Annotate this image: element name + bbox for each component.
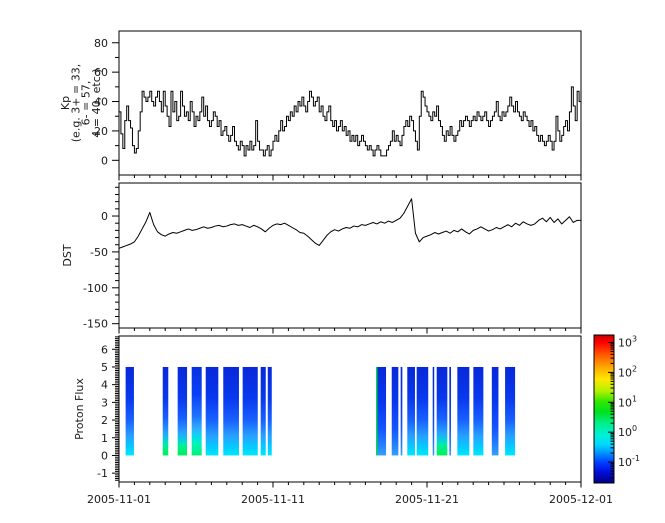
colorbar-ticks	[608, 341, 614, 479]
proton-flux-bar	[376, 366, 387, 456]
colorbar-tick-label-exponent: -1	[632, 454, 640, 463]
proton-flux-bar	[191, 366, 202, 456]
proton-flux-bar	[125, 366, 134, 456]
proton-flux-bar	[457, 366, 470, 456]
kp-axis-label-line: Kp	[59, 96, 72, 110]
proton_flux-y-tick-label: 5	[101, 361, 108, 374]
kp-y-tick-label: 40	[94, 96, 108, 109]
proton-flux-bar	[491, 366, 499, 456]
proton-flux-bar	[449, 366, 452, 456]
colorbar-tick-label-base: 10	[618, 336, 632, 349]
proton-flux-bar	[436, 366, 448, 456]
kp-series-line	[119, 86, 581, 157]
x-tick-label: 2005-11-21	[395, 493, 459, 506]
proton-flux-bar	[416, 366, 429, 456]
proton-flux-bar	[267, 366, 272, 456]
colorbar-tick-label: 10-1	[618, 454, 640, 469]
proton-flux-bar	[223, 366, 239, 456]
dst-y-ticks	[112, 186, 119, 325]
dst-frame	[118, 182, 582, 329]
proton-flux-bar	[407, 366, 415, 456]
proton_flux-y-tick-label: 4	[101, 379, 108, 392]
proton-flux-bar	[162, 366, 169, 456]
proton_flux-y-tick-label: 1	[101, 432, 108, 445]
dst-y-tick-label: 0	[101, 210, 108, 223]
colorbar-tick-label-exponent: 0	[632, 424, 637, 433]
proton-flux-bar-green-edge	[376, 366, 378, 456]
dst-panel: 0 -50 -100 -150 DST	[61, 182, 582, 334]
colorbar-tick-label-base: 10	[618, 456, 632, 469]
colorbar-tick-label: 101	[618, 394, 637, 409]
x-tick-label: 2005-11-11	[241, 493, 305, 506]
kp-y-tick-label: 0	[101, 154, 108, 167]
dst-axis-label: DST	[61, 244, 74, 266]
colorbar-tick-label-base: 10	[618, 396, 632, 409]
proton_flux-y-ticks	[112, 336, 119, 481]
colorbar-tick-label: 100	[618, 424, 637, 439]
proton-flux-bar	[432, 366, 435, 456]
kp-y-tick-label: 20	[94, 125, 108, 138]
colorbar-tick-label: 103	[618, 334, 637, 349]
kp-y-ticks	[112, 42, 119, 161]
proton-flux-bar	[473, 366, 484, 456]
kp-axis-label-line: 6- = 57,	[80, 81, 93, 126]
x-tick-label: 2005-11-01	[87, 493, 151, 506]
proton_flux-y-tick-label: 2	[101, 414, 108, 427]
kp-axis-label-line: (e.g. 3+ = 33,	[69, 64, 82, 142]
proton_flux-axis-label: Proton Flux	[73, 378, 86, 440]
colorbar-tick-label-base: 10	[618, 426, 632, 439]
x-tick-label: 2005-12-01	[549, 493, 613, 506]
proton_flux-panel: -1 0 1 2 3 4 5 6 Proton Flux	[73, 335, 582, 488]
dst-y-tick-label: -50	[90, 246, 108, 259]
proton-flux-bar	[505, 366, 516, 456]
proton_flux-y-tick-label: 3	[101, 396, 108, 409]
colorbar-tick-label-base: 10	[618, 366, 632, 379]
x-tick-labels: 2005-11-01 2005-11-11 2005-11-21 2005-12-01	[87, 493, 613, 506]
colorbar-tick-label-exponent: 3	[632, 334, 637, 343]
colorbar-tick-label-exponent: 1	[632, 394, 637, 403]
proton-flux-bar	[400, 366, 403, 456]
proton-flux-bar	[177, 366, 188, 456]
proton_flux-y-tick-label: -1	[97, 467, 108, 480]
kp-frame	[118, 30, 582, 176]
dst-y-tick-label: -100	[83, 282, 108, 295]
proton_flux-y-tick-label: 0	[101, 449, 108, 462]
proton_flux-y-tick-label: 6	[101, 343, 108, 356]
proton-flux-bar	[242, 366, 258, 456]
kp-panel: 0 20 40 60 80 Kp(e.g. 3+ = 33,6- = 57,4 = 40,…	[59, 30, 582, 181]
kp-y-tick-label: 80	[94, 37, 108, 50]
kp-x-ticks	[118, 175, 582, 181]
kp-axis-label-line: 4 = 40, etc.)	[90, 68, 103, 137]
colorbar-tick-label-exponent: 2	[632, 364, 637, 373]
colorbar-tick-label: 102	[618, 364, 637, 379]
proton-flux-bar	[260, 366, 266, 456]
proton-flux-bar	[391, 366, 399, 456]
dst-series-line	[118, 198, 581, 249]
proton_flux-frame	[118, 335, 582, 483]
kp-y-tick-label: 60	[94, 66, 108, 79]
dst-y-tick-label: -150	[83, 318, 108, 331]
proton-flux-bar	[205, 366, 219, 456]
